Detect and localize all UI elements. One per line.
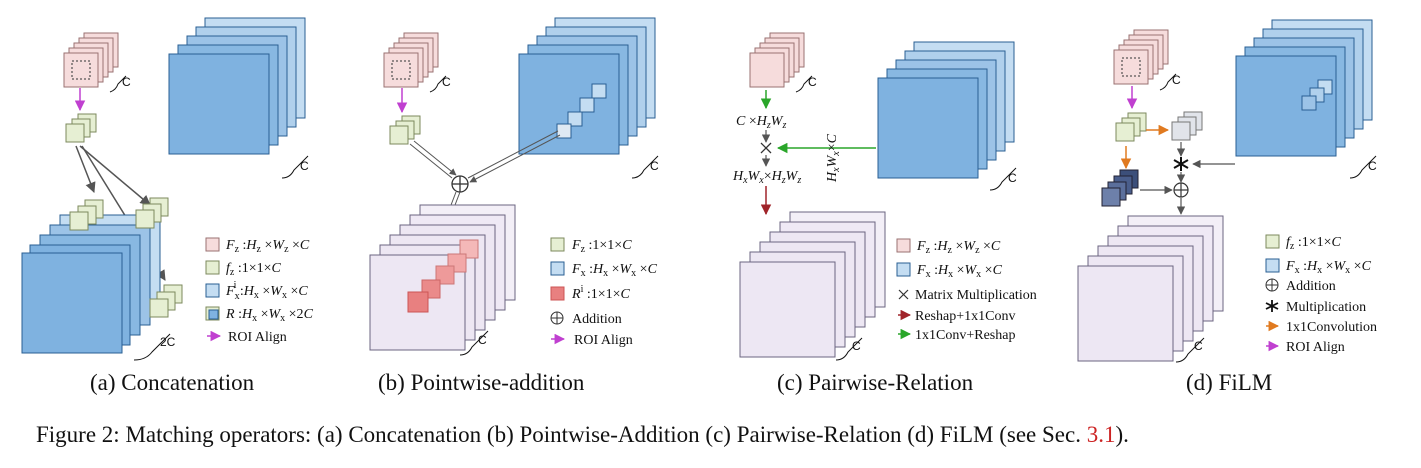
template-feature-stack: C	[383, 32, 451, 93]
template-feature-stack: C	[1113, 29, 1181, 91]
search-feature-stack: C	[518, 17, 659, 179]
legend-label-r: R :Hx ×Wx ×2C	[225, 307, 314, 324]
legend-c: Fz :Hz ×Wz ×C Fx :Hx ×Wx ×C Matrix Multi…	[896, 238, 1037, 343]
addition-operator	[451, 175, 469, 193]
section-reference-link[interactable]: 3.1	[1087, 422, 1116, 447]
template-vector-stack	[65, 113, 97, 143]
dim-label: C	[1172, 73, 1181, 87]
panel-c: C C ×HzWz HxWx×C HxWx×HzWz C	[732, 32, 1037, 395]
multiplication-operator	[1173, 157, 1189, 171]
template-feature-stack: C	[63, 32, 131, 93]
dim-label: C	[650, 159, 659, 173]
legend-label-reshape-conv: Reshap+1x1Conv	[915, 309, 1015, 324]
oplus-icon	[550, 311, 564, 325]
dim-label: C	[852, 339, 861, 353]
dim-label: C	[1368, 159, 1377, 173]
response-stack: C	[369, 204, 516, 356]
legend-label-fx: Fx :Hx ×Wx ×C	[1285, 259, 1372, 276]
panel-b: C C	[369, 17, 659, 395]
dim-label: C	[808, 75, 817, 89]
legend-label-fz-vector: fz :1×1×C	[226, 261, 282, 278]
legend-label-roi-align: ROI Align	[228, 330, 287, 345]
legend-label-fx: Fxi :Hx ×Wx ×C	[225, 280, 308, 302]
legend-label-fz: fz :1×1×C	[1286, 235, 1342, 252]
legend-a: Fz :Hz ×Wz ×C fz :1×1×C Fxi :Hx ×Wx ×C R…	[205, 237, 314, 345]
dim-label: C	[300, 159, 309, 173]
oplus-icon	[1265, 278, 1279, 292]
legend-label-addition: Addition	[1286, 279, 1336, 294]
dim-label: C	[1008, 171, 1017, 185]
dim-label: C	[122, 75, 131, 89]
legend-label-fx: Fx :Hx ×Wx ×C	[571, 262, 658, 279]
times-icon	[898, 289, 909, 300]
label-search-reshape: HxWx×C	[825, 133, 842, 183]
modulated-feature-stack: C	[1077, 215, 1224, 363]
scale-vector-stack	[1171, 111, 1203, 141]
legend-label-fz: Fz :1×1×C	[571, 238, 632, 255]
figure-caption: Figure 2: Matching operators: (a) Concat…	[36, 422, 1129, 447]
star-icon	[1265, 300, 1279, 312]
template-feature-stack: C	[749, 32, 817, 93]
concatenated-feature-stack: 2C	[21, 197, 183, 361]
legend-label-matrix-multiplication: Matrix Multiplication	[915, 288, 1037, 303]
dim-label: 2C	[160, 335, 176, 349]
dim-label: C	[1194, 339, 1203, 353]
legend-label-roi-align: ROI Align	[574, 333, 633, 348]
response-stack: C	[739, 211, 886, 361]
search-feature-stack: C	[1235, 19, 1377, 179]
search-feature-stack: C	[877, 41, 1017, 191]
legend-label-roi-align: ROI Align	[1286, 340, 1345, 355]
addition-operator	[1173, 182, 1189, 198]
shift-vector-stack	[1101, 169, 1139, 207]
caption-text: Figure 2: Matching operators: (a) Concat…	[36, 422, 1087, 447]
legend-label-conv: 1x1Convolution	[1286, 320, 1377, 335]
matrix-multiplication-operator	[760, 142, 772, 154]
legend-label-multiplication: Multiplication	[1286, 300, 1366, 315]
search-feature-stack: C	[168, 17, 309, 179]
legend-label-addition: Addition	[572, 312, 622, 327]
subtitle-d: (d) FiLM	[1186, 370, 1272, 395]
legend-label-fx: Fx :Hx ×Wx ×C	[916, 263, 1003, 280]
legend-d: fz :1×1×C Fx :Hx ×Wx ×C Addition Multipl…	[1265, 234, 1377, 355]
legend-b: Fz :1×1×C Fx :Hx ×Wx ×C Ri :1×1×C Additi…	[550, 237, 658, 348]
dim-label: C	[478, 333, 487, 347]
label-template-reshape: C ×HzWz	[736, 114, 786, 131]
legend-label-r: Ri :1×1×C	[571, 284, 631, 302]
subtitle-a: (a) Concatenation	[90, 370, 255, 395]
template-vector-stack	[389, 115, 421, 145]
dim-label: C	[442, 75, 451, 89]
subtitle-b: (b) Pointwise-addition	[378, 370, 585, 395]
panel-a: C C	[21, 17, 314, 395]
label-relation-matrix: HxWx×HzWz	[732, 169, 801, 186]
caption-suffix: ).	[1115, 422, 1128, 447]
legend-label-conv-reshape: 1x1Conv+Reshap	[915, 328, 1015, 343]
legend-label-fz: Fz :Hz ×Wz ×C	[225, 238, 310, 255]
template-vector-stack	[1115, 112, 1147, 142]
panel-d: C	[1077, 19, 1377, 395]
subtitle-c: (c) Pairwise-Relation	[777, 370, 974, 395]
legend-label-fz: Fz :Hz ×Wz ×C	[916, 239, 1001, 256]
